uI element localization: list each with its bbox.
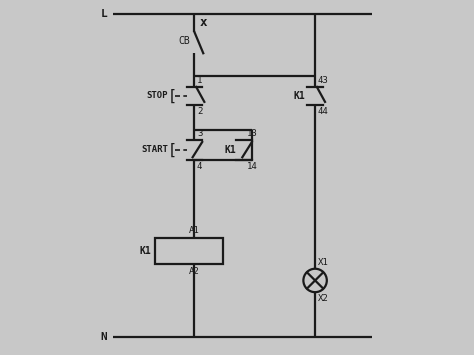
Text: K1: K1 <box>225 145 237 155</box>
Text: [: [ <box>169 88 175 103</box>
Text: K1: K1 <box>139 246 151 256</box>
Text: x: x <box>200 16 207 29</box>
Text: 3: 3 <box>197 130 202 138</box>
Text: 14: 14 <box>246 162 257 170</box>
Text: X2: X2 <box>318 294 328 303</box>
Text: X1: X1 <box>318 258 328 267</box>
Text: 44: 44 <box>318 106 328 115</box>
Text: L: L <box>100 9 108 19</box>
Text: K1: K1 <box>294 91 306 101</box>
Text: 2: 2 <box>197 106 202 115</box>
Text: 13: 13 <box>246 130 257 138</box>
Text: 43: 43 <box>318 76 328 85</box>
Text: [: [ <box>169 142 175 158</box>
Text: START: START <box>142 146 169 154</box>
Text: N: N <box>100 332 108 342</box>
Text: A2: A2 <box>189 267 200 276</box>
Text: A1: A1 <box>189 226 200 235</box>
Text: CB: CB <box>178 36 190 46</box>
Text: STOP: STOP <box>146 91 168 100</box>
Text: 1: 1 <box>197 76 202 85</box>
Text: 4: 4 <box>197 162 202 170</box>
Bar <box>155 238 223 264</box>
